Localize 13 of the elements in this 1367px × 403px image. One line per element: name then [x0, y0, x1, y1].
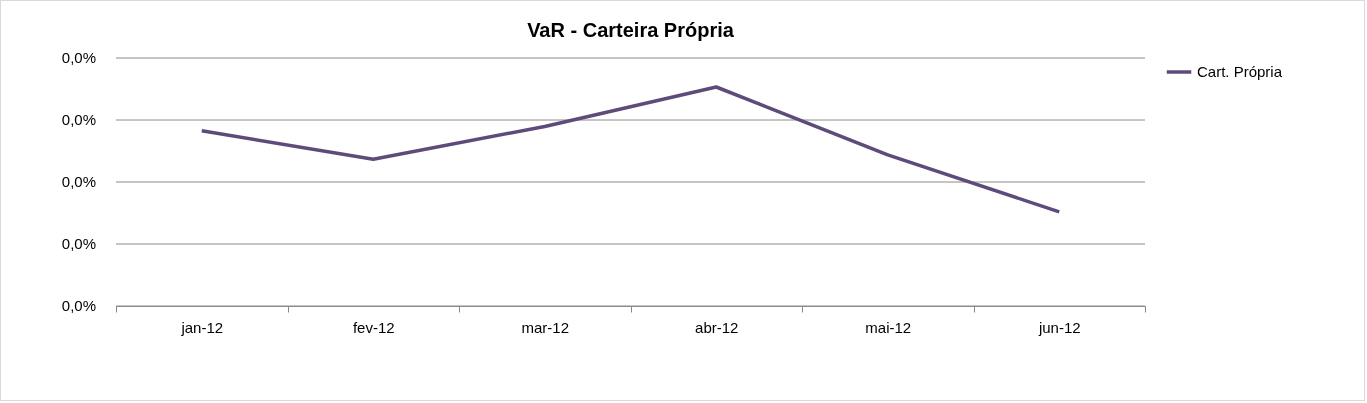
x-tick-label: abr-12 [695, 318, 739, 336]
x-tick-label: mar-12 [521, 318, 570, 336]
text: 0,0% [61, 49, 96, 66]
text: 0,0% [61, 173, 96, 190]
text: 0,0% [61, 235, 96, 252]
text: 0,0% [61, 111, 96, 128]
x-tick-label: jan-12 [180, 318, 224, 336]
x-tick-label: mai-12 [865, 318, 912, 336]
legend-label: Cart. Própria [1197, 63, 1283, 80]
x-tick-label: jun-12 [1037, 318, 1081, 336]
text: 0,0% [61, 297, 96, 314]
chart-title: VaR - Carteira Própria [527, 19, 735, 41]
x-tick-label: fev-12 [352, 318, 395, 336]
